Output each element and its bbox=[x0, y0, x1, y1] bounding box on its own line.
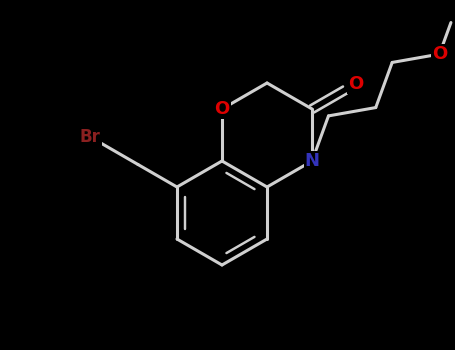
Text: N: N bbox=[304, 152, 319, 170]
Text: O: O bbox=[432, 45, 447, 63]
Text: O: O bbox=[348, 75, 363, 93]
Text: Br: Br bbox=[80, 128, 101, 146]
Text: O: O bbox=[214, 100, 230, 118]
